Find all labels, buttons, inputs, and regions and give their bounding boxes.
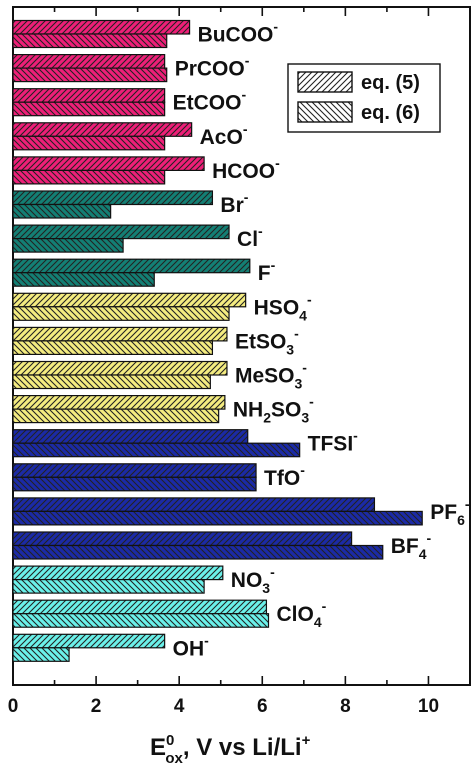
bar-hatch-eq6-18 [12,647,70,662]
category-label-11: NH2SO3- [233,394,314,426]
category-label-12: TFSI- [308,428,359,456]
category-label-17: ClO4- [277,598,327,630]
category-label-15: BF4- [391,530,432,562]
bar-hatch-eq6-5 [12,203,112,219]
legend-label-0: eq. (5) [361,72,420,94]
bar-hatch-eq6-4 [12,169,166,185]
bar-hatch-eq6-9 [12,340,214,355]
x-axis: 0 2 4 6 8 10 [8,7,471,717]
bar-hatch-eq5-8 [12,292,247,308]
category-labels: BuCOO- PrCOO- EtCOO- AcO- HCOO- Br- Cl- F- HSO4-… [173,19,470,661]
x-tick-label-10: 10 [418,696,439,717]
bar-hatch-eq5-5 [12,190,214,206]
x-tick-label-4: 4 [174,696,185,717]
bar-hatch-eq5-12 [12,429,249,444]
category-label-16: NO3- [231,564,275,596]
category-label-6: Cl- [237,223,263,251]
bar-hatch-eq6-16 [12,578,205,594]
category-label-2: EtCOO- [173,87,247,115]
category-label-8: HSO4- [254,291,312,323]
bar-hatch-eq5-15 [12,531,353,547]
x-axis-title: E0 ox, V vs Li/Li+ [150,732,311,767]
legend-label-1: eq. (6) [361,102,420,124]
category-label-7: F- [258,257,276,285]
bar-hatch-eq6-10 [12,374,211,390]
bar-hatch-eq5-2 [12,88,166,103]
category-label-4: HCOO- [212,155,280,183]
bar-hatch-eq5-14 [12,497,376,512]
bar-hatch-eq6-15 [12,544,384,560]
legend-swatch-1 [297,101,353,123]
bar-hatch-eq6-17 [12,613,270,628]
bar-hatch-eq6-11 [12,408,220,424]
bar-hatch-eq5-1 [12,53,166,69]
bar-hatch-eq5-17 [12,599,268,615]
bar-hatch-eq5-0 [12,19,191,35]
bar-hatch-eq6-12 [12,442,301,458]
category-label-13: TfO- [264,462,305,490]
bars-layer [12,19,423,662]
bar-hatch-eq6-8 [12,306,230,321]
bar-hatch-eq6-0 [12,33,168,49]
x-tick-label-8: 8 [340,696,351,717]
x-tick-label-0: 0 [8,696,19,717]
bar-hatch-eq5-7 [12,258,251,274]
category-label-5: Br- [220,189,248,217]
category-label-18: OH- [173,632,210,660]
legend: eq. (5) eq. (6) [287,63,441,133]
category-label-14: PF6- [430,496,470,528]
bar-hatch-eq5-3 [12,122,193,137]
bar-hatch-eq6-1 [12,67,168,83]
category-label-0: BuCOO- [198,19,279,47]
bar-hatch-eq6-14 [12,510,423,526]
bar-hatch-eq5-10 [12,360,228,376]
bar-hatch-eq5-9 [12,326,228,342]
category-label-10: MeSO3- [235,360,307,392]
bar-hatch-eq5-6 [12,224,230,240]
category-label-1: PrCOO- [175,53,250,81]
bar-hatch-eq6-6 [12,238,124,253]
bar-hatch-eq5-11 [12,395,226,410]
bar-hatch-eq5-18 [12,633,166,649]
x-tick-label-6: 6 [257,696,268,717]
bar-hatch-eq6-2 [12,101,166,117]
x-tick-label-2: 2 [91,696,102,717]
bar-hatch-eq6-13 [12,476,257,492]
legend-swatch-0 [297,71,353,93]
category-label-3: AcO- [200,121,248,149]
bar-hatch-eq6-3 [12,135,166,151]
bar-hatch-eq5-4 [12,156,205,171]
bar-hatch-eq5-16 [12,565,224,581]
x-axis-title-text: E0 ox, V vs Li/Li+ [150,732,311,767]
bar-hatch-eq6-7 [12,272,155,287]
category-label-9: EtSO3- [235,325,299,357]
bar-hatch-eq5-13 [12,463,257,478]
